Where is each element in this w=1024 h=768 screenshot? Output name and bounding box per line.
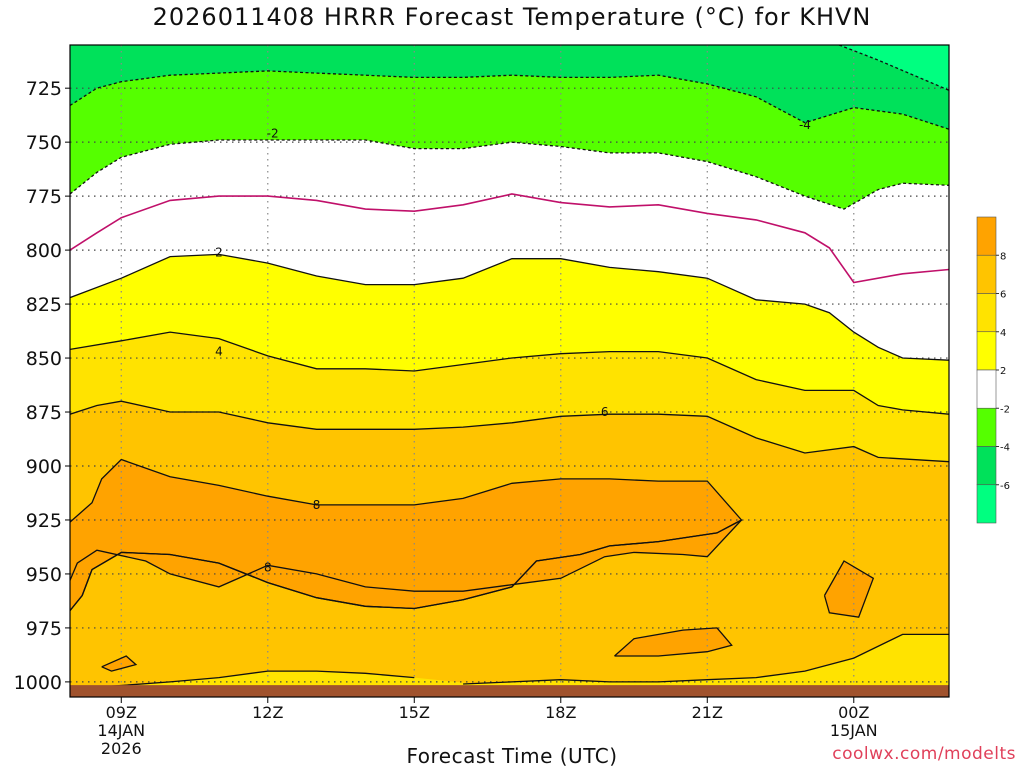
colorbar-label: -6 [1000, 481, 1010, 492]
colorbar-cell [976, 369, 997, 409]
contour-label: 2 [215, 245, 223, 259]
y-tick-label: 800 [26, 240, 62, 262]
band-above-8 [101, 656, 136, 672]
contour-6 [111, 670, 415, 687]
contour-label: 4 [215, 345, 223, 359]
band-above-8 [70, 459, 742, 611]
contour-8 [823, 560, 875, 618]
colorbar-label: -2 [1000, 404, 1010, 415]
contour-minus6 [838, 45, 949, 91]
colorbar-cell [976, 484, 997, 524]
colorbar-label: -4 [1000, 443, 1010, 454]
contour-0 [70, 193, 949, 284]
y-tick-label: 925 [26, 510, 62, 532]
contour-6 [463, 633, 949, 685]
contour-8 [101, 655, 138, 672]
y-tick-label: 975 [26, 618, 62, 640]
colorbar-cell [976, 407, 997, 447]
band-above-8 [614, 627, 732, 656]
colorbar-label: 8 [1000, 251, 1006, 262]
colorbar-cell [976, 216, 997, 256]
contour-minus4 [70, 70, 949, 130]
x-tick-label: 09Z [106, 703, 137, 722]
contour-label: 8 [313, 498, 321, 512]
contour-6 [70, 400, 949, 463]
colorbar-label: 6 [1000, 290, 1006, 301]
colorbar-cell [976, 446, 997, 486]
y-tick-label: 775 [26, 186, 62, 208]
x-tick-label: 12Z [252, 703, 283, 722]
contour-label: -2 [267, 127, 279, 141]
x-tick-label: 18Z [545, 703, 576, 722]
x-tick-label: 21Z [692, 703, 723, 722]
colorbar-label: 2 [1000, 366, 1006, 377]
x-tick-label: 00Z [838, 703, 869, 722]
x-tick-label: 14JAN [97, 721, 145, 740]
contour-label: -4 [799, 118, 811, 132]
colorbar-cell [976, 293, 997, 333]
contour-minus2 [70, 139, 949, 210]
contour-2 [70, 253, 949, 361]
y-tick-label: 725 [26, 78, 62, 100]
band-above-8 [70, 520, 742, 611]
contour-8 [614, 627, 733, 657]
x-tick-label: 2026 [101, 739, 142, 758]
contour-4 [70, 331, 949, 415]
plot-frame [69, 44, 950, 698]
y-tick-label: 825 [26, 294, 62, 316]
ground-surface [70, 685, 949, 697]
y-tick-label: 950 [26, 564, 62, 586]
colorbar-label: 4 [1000, 328, 1006, 339]
chart-title: 2026011408 HRRR Forecast Temperature (°C… [152, 3, 872, 31]
plot-area [70, 45, 949, 697]
y-tick-label: 875 [26, 402, 62, 424]
colorbar: 8 6 4 2 -2 -4 -6 [976, 216, 1010, 524]
colorbar-cell [976, 254, 997, 294]
y-tick-label: 900 [26, 456, 62, 478]
y-tick-label: 850 [26, 348, 62, 370]
y-tick-label: 750 [26, 132, 62, 154]
contour-8 [70, 519, 742, 612]
y-tick-label: 1000 [14, 672, 62, 694]
x-tick-label: 15JAN [830, 721, 878, 740]
band-near-surface [354, 634, 949, 697]
source-credit[interactable]: coolwx.com/modelts [832, 744, 1016, 764]
contour-label: 8 [264, 560, 272, 574]
x-tick-label: 15Z [399, 703, 430, 722]
x-axis-label: Forecast Time (UTC) [406, 744, 618, 768]
contour-label: 6 [601, 405, 609, 419]
colorbar-cell [976, 331, 997, 371]
